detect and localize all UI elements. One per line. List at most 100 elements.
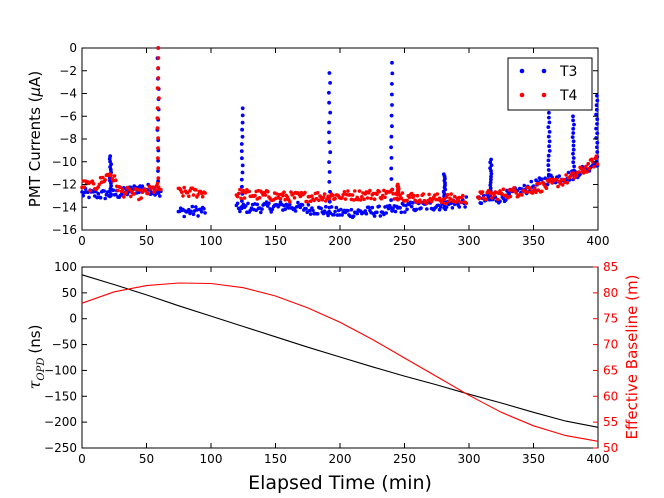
spike-t3-9-6 (595, 131, 600, 136)
point-t3-169 (322, 209, 327, 213)
pmt-xtick-label-350: 350 (522, 234, 545, 248)
pmt-y-label-unit: A) (26, 71, 44, 87)
point-t3-197 (355, 211, 360, 216)
legend-t3-label: T3 (559, 64, 577, 80)
spike-t3-4-0 (390, 208, 395, 213)
spike-t3-6-4 (488, 186, 493, 191)
point-t3-207 (367, 205, 371, 210)
spike-t4-0-13 (156, 56, 161, 60)
point-t3-347 (540, 177, 544, 181)
spike-t3-8-12 (572, 122, 576, 127)
point-t3-235 (399, 210, 404, 215)
point-t3-153 (304, 206, 308, 211)
point-t3-16 (98, 195, 103, 200)
spike-t3-7-4 (546, 158, 551, 163)
spike-t3-4-7 (389, 134, 394, 139)
spike-t4-0-9 (157, 96, 161, 100)
pmt-y-label-text: PMT Currents ( (26, 96, 44, 207)
point-t4-275 (445, 193, 450, 197)
opd-ytick-right-label-60: 60 (603, 389, 618, 403)
spike-t3-0-3 (109, 184, 113, 188)
pmt-xtick-label-100: 100 (200, 234, 223, 248)
baseline-line (81, 282, 599, 442)
point-t4-386 (585, 170, 589, 174)
point-t3-120 (266, 204, 270, 208)
point-t4-330 (520, 193, 524, 197)
point-t3-63 (153, 193, 157, 197)
spike-t3-3-12 (327, 90, 331, 95)
point-t3-240 (405, 207, 409, 212)
legend-t3-marker-2 (541, 68, 547, 74)
point-t3-146 (296, 200, 300, 205)
spike-t3-4-12 (390, 82, 394, 86)
point-t4-356 (550, 181, 554, 185)
point-t3-268 (437, 207, 442, 212)
point-t4-304 (490, 196, 494, 200)
point-t3-19 (102, 189, 106, 193)
spike-t3-2-13 (240, 113, 245, 118)
point-t4-158 (310, 194, 314, 198)
spike-t3-4-6 (389, 145, 393, 150)
spike-t3-7-6 (547, 149, 552, 153)
opd-ytick-label-4: −100 (44, 363, 77, 377)
point-t4-29 (113, 178, 118, 182)
point-t4-306 (492, 193, 497, 198)
spike-t3-0-14 (108, 154, 113, 159)
point-t4-100 (242, 196, 247, 200)
pmt-data-points (80, 46, 600, 219)
point-t4-199 (357, 189, 362, 193)
point-t4-246 (412, 193, 416, 198)
spike-t3-4-13 (390, 71, 395, 76)
point-t4-235 (399, 196, 404, 201)
spike-t3-3-4 (327, 170, 332, 174)
point-t4-36 (122, 195, 126, 199)
point-t3-290 (463, 205, 467, 209)
spike-t3-9-13 (595, 98, 600, 103)
point-t3-114 (259, 210, 263, 215)
point-t3-96 (238, 209, 242, 214)
point-t4-278 (449, 192, 454, 196)
spike-t3-2-4 (239, 177, 244, 182)
point-t4-42 (129, 194, 133, 199)
pmt-xtick-label-200: 200 (329, 234, 352, 248)
spike-t3-4-1 (389, 198, 393, 203)
spike-t3-6-14 (489, 157, 493, 162)
point-t4-135 (283, 197, 288, 202)
opd-ytick-right-label-55: 55 (603, 415, 618, 429)
point-t4-270 (440, 200, 444, 205)
opd-axis-ticks: 0 50 100 150 200 250 300 350 400 100 50 0 −50 −100 −15… (44, 260, 618, 466)
point-t3-222 (384, 211, 389, 215)
spike-t3-4-5 (389, 156, 394, 160)
point-t4-189 (346, 189, 350, 193)
point-t4-2 (82, 185, 87, 189)
point-t4-200 (358, 198, 363, 202)
point-t3-81 (190, 204, 195, 209)
point-t4-15 (97, 182, 102, 187)
spike-t3-2-12 (240, 120, 245, 125)
point-t4-90 (200, 194, 205, 199)
spike-t3-6-11 (488, 166, 492, 171)
point-t4-113 (257, 196, 262, 200)
point-t4-73 (181, 194, 185, 198)
legend-t4-marker-2 (541, 92, 547, 98)
spike-t3-3-10 (328, 110, 333, 115)
point-t4-63 (153, 188, 157, 192)
point-t4-221 (383, 195, 387, 199)
point-t3-234 (398, 206, 402, 210)
opd-y-label-tau: τ (25, 379, 44, 389)
spike-t3-3-5 (327, 160, 331, 165)
spike-t4-0-7 (155, 116, 160, 120)
point-t3-20 (103, 196, 107, 201)
point-t4-45 (132, 192, 136, 196)
point-t4-309 (495, 197, 500, 202)
point-t4-383 (581, 171, 586, 175)
opd-ytick-label-0: 100 (54, 260, 77, 274)
point-t4-342 (534, 190, 538, 195)
spike-t3-3-9 (327, 120, 331, 125)
point-t4-314 (501, 187, 506, 191)
legend-frame (507, 57, 593, 111)
spike-t4-0-4 (156, 146, 160, 151)
opd-y-label-sub: OPD (36, 358, 47, 381)
point-t3-170 (324, 204, 328, 209)
point-t3-67 (158, 194, 162, 198)
